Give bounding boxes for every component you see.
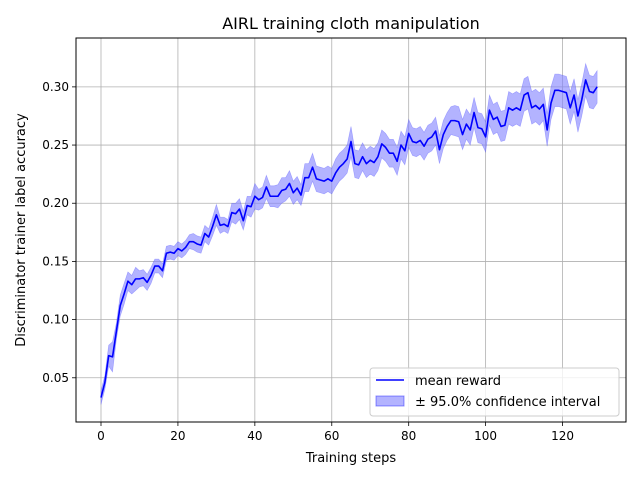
confidence-band <box>100 62 598 405</box>
x-tick-label: 0 <box>97 429 105 443</box>
y-axis-label: Discriminator trainer label accuracy <box>14 113 29 347</box>
y-tick-label: 0.30 <box>42 80 69 94</box>
legend: mean reward ± 95.0% confidence interval <box>369 367 620 417</box>
mean-line-layer <box>100 79 598 398</box>
x-axis-label: Training steps <box>305 451 397 466</box>
legend-label-confidence: ± 95.0% confidence interval <box>415 395 600 410</box>
x-tick-label: 100 <box>474 429 497 443</box>
legend-band-swatch <box>375 395 405 407</box>
x-tick-label: 80 <box>401 429 416 443</box>
y-tick-label: 0.20 <box>42 196 69 210</box>
x-tick-label: 60 <box>324 429 339 443</box>
y-axis: 0.05 0.10 0.15 0.20 0.25 0.30 <box>42 80 76 385</box>
legend-label-mean: mean reward <box>415 374 501 389</box>
y-tick-label: 0.05 <box>42 371 69 385</box>
confidence-band-layer <box>100 62 598 405</box>
plot-frame <box>75 37 627 423</box>
x-tick-label: 40 <box>247 429 262 443</box>
y-tick-label: 0.15 <box>42 254 69 268</box>
x-axis: 0 20 40 60 80 100 120 <box>97 422 574 443</box>
grid <box>76 38 626 422</box>
y-tick-label: 0.10 <box>42 313 69 327</box>
chart-title: AIRL training cloth manipulation <box>222 14 480 33</box>
x-tick-label: 120 <box>551 429 574 443</box>
mean-reward-line <box>100 79 598 398</box>
x-tick-label: 20 <box>170 429 185 443</box>
legend-box <box>369 367 620 417</box>
y-tick-label: 0.25 <box>42 138 69 152</box>
